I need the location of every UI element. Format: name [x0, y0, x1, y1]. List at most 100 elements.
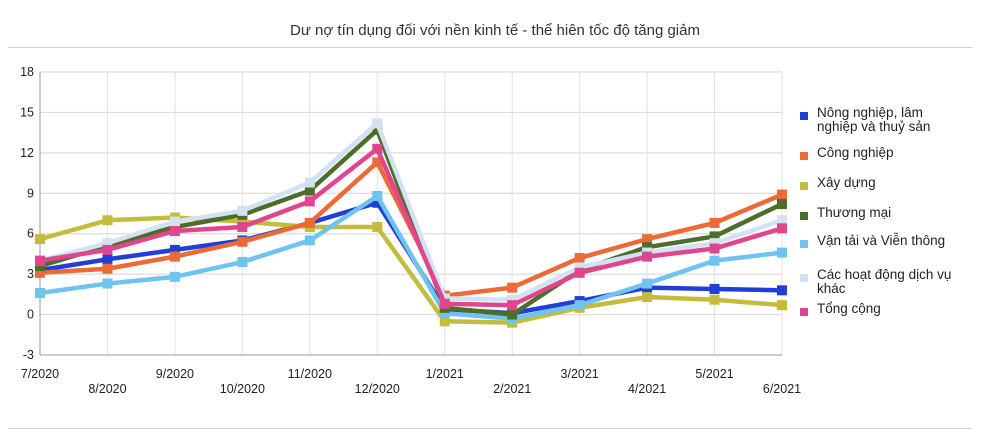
- legend-item: Tổng cộng: [800, 302, 967, 316]
- data-point: [102, 215, 113, 226]
- data-point: [35, 234, 45, 245]
- data-point: [777, 300, 787, 311]
- data-point: [237, 216, 248, 227]
- data-point: [304, 177, 315, 188]
- legend-swatch: [800, 182, 808, 190]
- data-point: [777, 285, 787, 296]
- data-point: [574, 252, 585, 263]
- legend-swatch: [800, 212, 808, 220]
- data-point: [709, 238, 720, 249]
- data-point: [237, 205, 248, 216]
- y-tick-label: -3: [23, 348, 34, 362]
- y-tick-label: 9: [27, 186, 34, 200]
- data-point: [169, 244, 180, 255]
- data-point: [35, 267, 45, 278]
- data-point: [777, 247, 787, 258]
- data-point: [372, 221, 383, 232]
- legend-item: Nông nghiệp, lâm nghiệp và thuỷ sản: [800, 106, 967, 134]
- chart-title: Dư nợ tín dụng đối với nền kinh tế - thể…: [290, 22, 700, 39]
- series-7: [35, 143, 787, 311]
- data-point: [237, 221, 248, 232]
- x-tick-label: 10/2020: [220, 382, 265, 396]
- legend-label: Tổng cộng: [817, 301, 881, 316]
- data-point: [439, 298, 450, 309]
- x-tick-label: 3/2021: [561, 367, 599, 381]
- legend-swatch: [800, 112, 808, 120]
- x-tick-label: 7/2020: [21, 367, 59, 381]
- legend-label: Nông nghiệp, lâm nghiệp và thuỷ sản: [817, 105, 931, 134]
- y-tick-label: 18: [20, 65, 34, 79]
- legend-label: Vận tải và Viễn thông: [817, 233, 946, 248]
- legend-swatch: [800, 152, 808, 160]
- data-point: [507, 294, 518, 305]
- data-point: [777, 215, 787, 226]
- legend-swatch: [800, 308, 808, 316]
- data-point: [709, 217, 720, 228]
- data-point: [642, 251, 653, 262]
- data-point: [642, 292, 653, 303]
- bottom-divider: [8, 428, 972, 429]
- data-point: [507, 309, 518, 320]
- legend-swatch: [800, 274, 808, 282]
- data-point: [777, 189, 787, 200]
- data-point: [304, 185, 315, 196]
- x-tick-label: 4/2021: [628, 382, 666, 396]
- series-line: [37, 193, 785, 321]
- data-point: [574, 262, 585, 273]
- x-tick-label: 9/2020: [156, 367, 194, 381]
- data-point: [169, 226, 180, 237]
- data-point: [304, 217, 315, 228]
- legend-item: Thương mại: [800, 206, 967, 220]
- legend-label: Thương mại: [817, 205, 892, 220]
- x-tick-label: 6/2021: [763, 382, 801, 396]
- data-point: [709, 243, 720, 254]
- data-point: [102, 238, 113, 249]
- data-point: [777, 223, 787, 234]
- legend-item: Công nghiệp: [800, 146, 967, 160]
- data-point: [372, 124, 383, 135]
- data-point: [102, 254, 113, 265]
- data-point: [709, 231, 720, 242]
- data-point: [372, 157, 383, 168]
- data-point: [304, 196, 315, 207]
- series-line: [37, 120, 785, 302]
- x-tick-label: 11/2020: [288, 367, 332, 381]
- data-point: [642, 278, 653, 289]
- data-point: [372, 197, 383, 208]
- data-point: [35, 255, 45, 266]
- data-point: [372, 118, 383, 129]
- data-point: [642, 242, 653, 253]
- legend-item: Xây dựng: [800, 176, 967, 190]
- data-point: [102, 263, 113, 274]
- data-point: [304, 235, 315, 246]
- x-tick-label: 8/2020: [88, 382, 126, 396]
- y-tick-label: 12: [20, 146, 34, 160]
- series-layer: [35, 118, 787, 328]
- data-point: [237, 236, 248, 247]
- data-point: [169, 271, 180, 282]
- title-divider: [8, 47, 972, 48]
- data-point: [574, 267, 585, 278]
- x-tick-label: 12/2020: [355, 382, 400, 396]
- data-point: [439, 308, 450, 319]
- axis-layer: -3 0 3 6 9 12 15 18 7/2020 8/2020 9/2020 10/2020 11/…: [20, 65, 801, 396]
- legend-label: Công nghiệp: [817, 145, 894, 160]
- data-point: [777, 199, 787, 210]
- data-point: [237, 257, 248, 268]
- series-line: [37, 215, 785, 325]
- data-point: [507, 300, 518, 311]
- data-point: [507, 282, 518, 293]
- data-point: [574, 300, 585, 311]
- data-point: [102, 244, 113, 255]
- legend-item: Vận tải và Viễn thông: [800, 234, 967, 248]
- series-line: [37, 127, 785, 317]
- data-point: [709, 283, 720, 294]
- x-tick-label: 1/2021: [426, 367, 464, 381]
- data-point: [35, 288, 45, 299]
- legend-label: Xây dựng: [817, 175, 876, 190]
- data-point: [439, 316, 450, 327]
- data-point: [709, 255, 720, 266]
- y-tick-label: 3: [27, 267, 34, 281]
